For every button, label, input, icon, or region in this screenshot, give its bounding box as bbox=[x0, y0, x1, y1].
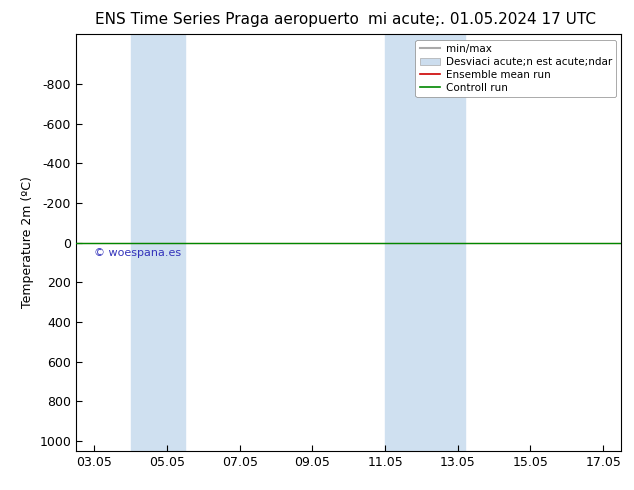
Bar bbox=[385, 34, 465, 451]
Y-axis label: Temperature 2m (ºC): Temperature 2m (ºC) bbox=[21, 176, 34, 309]
Text: mi acute;. 01.05.2024 17 UTC: mi acute;. 01.05.2024 17 UTC bbox=[368, 12, 596, 27]
Text: ENS Time Series Praga aeropuerto: ENS Time Series Praga aeropuerto bbox=[95, 12, 359, 27]
Bar bbox=[131, 34, 185, 451]
Legend: min/max, Desviaci acute;n est acute;ndar, Ensemble mean run, Controll run: min/max, Desviaci acute;n est acute;ndar… bbox=[415, 40, 616, 97]
Text: © woespana.es: © woespana.es bbox=[94, 248, 181, 258]
